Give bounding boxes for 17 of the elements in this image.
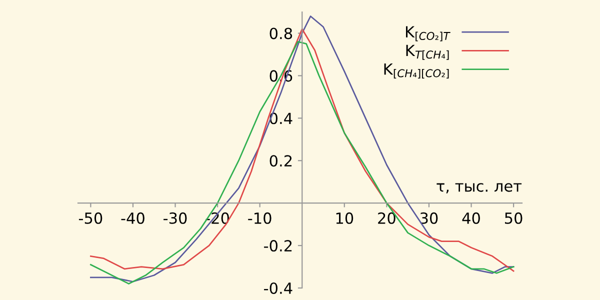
- y-tick-label: 0.8: [270, 28, 292, 40]
- legend-label: K$_{[CO₂]T}$: [406, 26, 450, 42]
- y-tick-label: 0.2: [270, 155, 292, 167]
- legend-label: K$_{T[CH₄]}$: [406, 44, 449, 60]
- x-tick-label: -40: [121, 212, 144, 224]
- x-tick-label: -30: [164, 212, 187, 224]
- x-axis-title: τ, тыс. лет: [436, 183, 522, 194]
- x-tick-label: 30: [420, 212, 438, 224]
- y-tick-label: -0.4: [264, 282, 292, 294]
- y-tick-label: -0.2: [264, 240, 292, 252]
- x-tick-label: -50: [78, 212, 102, 224]
- x-tick-label: 50: [505, 212, 522, 224]
- x-tick-label: 10: [336, 212, 354, 224]
- x-tick-label: 20: [378, 212, 396, 224]
- x-tick-label: 40: [462, 212, 480, 224]
- x-tick-label: -10: [248, 212, 272, 224]
- legend-label: K$_{[CH₄][CO₂]}$: [384, 63, 449, 79]
